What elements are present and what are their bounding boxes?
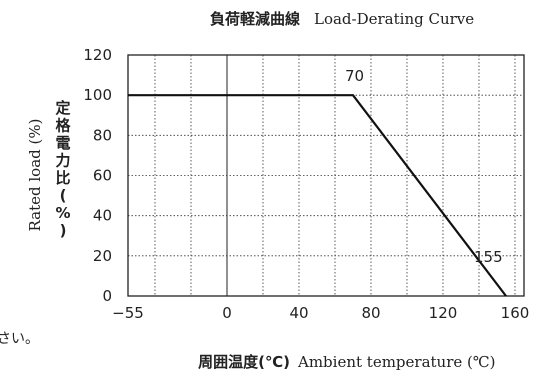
- x-tick-label: 40: [289, 304, 308, 322]
- y-tick-label: 40: [93, 207, 112, 225]
- y-tick-labels: 0 20 40 60 80 100 120: [83, 46, 112, 305]
- y-tick-label: 100: [83, 86, 112, 104]
- side-text-fragment: さい。: [0, 331, 39, 347]
- x-tick-label: −55: [112, 304, 144, 322]
- y-axis-label-ja-char: 電: [55, 134, 70, 152]
- x-tick-label: 80: [361, 304, 380, 322]
- y-tick-label: 80: [93, 126, 112, 144]
- x-tick-label: 0: [222, 304, 232, 322]
- x-axis-label-en: Ambient temperature (℃): [297, 353, 496, 371]
- y-tick-label: 60: [93, 167, 112, 185]
- x-tick-label: 160: [501, 304, 530, 322]
- y-axis-label-ja-char: 格: [55, 117, 71, 135]
- y-axis-label-ja-char: ): [60, 222, 67, 240]
- y-tick-label: 120: [83, 46, 112, 64]
- grid: [128, 55, 524, 296]
- y-axis-label-ja-char: 定: [55, 99, 70, 117]
- y-axis-label-ja-char: 力: [55, 152, 70, 170]
- series-line: [128, 94, 507, 297]
- y-tick-label: 20: [93, 247, 112, 265]
- chart-title-ja: 負荷軽減曲線: [210, 10, 300, 28]
- y-axis-label-ja-char: %: [55, 204, 70, 222]
- plot-frame: [127, 54, 525, 297]
- y-tick-label: 0: [102, 287, 112, 305]
- chart-title-en: Load-Derating Curve: [314, 10, 474, 28]
- x-tick-labels: −55 0 40 80 120 160: [112, 304, 529, 322]
- x-tick-label: 120: [429, 304, 458, 322]
- y-axis-label-en: Rated load (%): [26, 119, 44, 232]
- annotation-label: 155: [474, 248, 503, 266]
- annotation-label: 70: [345, 67, 364, 85]
- annotations: 70 155: [345, 67, 503, 266]
- y-axis-label-ja-char: 比: [55, 169, 70, 187]
- y-axis-label-ja-char: (: [60, 187, 67, 205]
- x-axis-label-ja: 周囲温度(℃): [198, 353, 290, 371]
